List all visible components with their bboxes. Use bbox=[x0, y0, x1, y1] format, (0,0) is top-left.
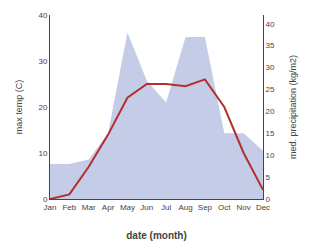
svg-text:Jul: Jul bbox=[161, 203, 171, 212]
svg-text:10: 10 bbox=[38, 149, 47, 158]
svg-text:40: 40 bbox=[266, 20, 275, 29]
svg-text:40: 40 bbox=[38, 11, 47, 20]
svg-text:25: 25 bbox=[266, 85, 275, 94]
svg-text:20: 20 bbox=[38, 103, 47, 112]
svg-text:Sep: Sep bbox=[198, 203, 213, 212]
svg-text:Mar: Mar bbox=[82, 203, 96, 212]
svg-text:0: 0 bbox=[43, 195, 48, 204]
svg-text:Apr: Apr bbox=[102, 203, 115, 212]
svg-text:Aug: Aug bbox=[178, 203, 192, 212]
svg-text:10: 10 bbox=[266, 151, 275, 160]
svg-text:15: 15 bbox=[266, 129, 275, 138]
svg-text:med. precipitation (kg/m2): med. precipitation (kg/m2) bbox=[288, 55, 298, 159]
svg-text:30: 30 bbox=[266, 63, 275, 72]
svg-text:35: 35 bbox=[266, 41, 275, 50]
svg-text:0: 0 bbox=[266, 195, 271, 204]
svg-text:30: 30 bbox=[38, 57, 47, 66]
svg-text:max temp (C): max temp (C) bbox=[14, 80, 24, 135]
svg-text:Jun: Jun bbox=[140, 203, 153, 212]
svg-text:Nov: Nov bbox=[237, 203, 251, 212]
svg-text:Jan: Jan bbox=[44, 203, 57, 212]
svg-text:Dec: Dec bbox=[256, 203, 270, 212]
svg-text:20: 20 bbox=[266, 107, 275, 116]
svg-text:May: May bbox=[120, 203, 135, 212]
svg-text:5: 5 bbox=[266, 173, 271, 182]
svg-text:date (month): date (month) bbox=[126, 230, 187, 241]
svg-text:Feb: Feb bbox=[62, 203, 76, 212]
svg-text:Oct: Oct bbox=[218, 203, 231, 212]
